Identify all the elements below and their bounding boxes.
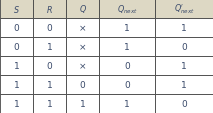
Text: ×: × bbox=[79, 43, 86, 52]
FancyBboxPatch shape bbox=[99, 0, 155, 19]
Text: 0: 0 bbox=[124, 80, 130, 89]
FancyBboxPatch shape bbox=[33, 0, 66, 19]
FancyBboxPatch shape bbox=[33, 19, 66, 38]
FancyBboxPatch shape bbox=[99, 56, 155, 75]
Text: $Q_{next}'$: $Q_{next}'$ bbox=[174, 3, 195, 16]
Text: 0: 0 bbox=[47, 61, 52, 70]
FancyBboxPatch shape bbox=[33, 75, 66, 94]
FancyBboxPatch shape bbox=[66, 56, 99, 75]
Text: 0: 0 bbox=[181, 99, 187, 108]
FancyBboxPatch shape bbox=[99, 38, 155, 56]
Text: 1: 1 bbox=[181, 61, 187, 70]
Text: 1: 1 bbox=[14, 99, 19, 108]
Text: 1: 1 bbox=[124, 43, 130, 52]
Text: 1: 1 bbox=[47, 99, 52, 108]
FancyBboxPatch shape bbox=[155, 75, 213, 94]
FancyBboxPatch shape bbox=[33, 38, 66, 56]
Text: ×: × bbox=[79, 61, 86, 70]
Text: 1: 1 bbox=[47, 43, 52, 52]
FancyBboxPatch shape bbox=[99, 94, 155, 113]
Text: 0: 0 bbox=[181, 43, 187, 52]
FancyBboxPatch shape bbox=[0, 0, 33, 19]
Text: 1: 1 bbox=[80, 99, 85, 108]
Text: 0: 0 bbox=[14, 24, 19, 33]
FancyBboxPatch shape bbox=[155, 0, 213, 19]
FancyBboxPatch shape bbox=[0, 94, 33, 113]
Text: 1: 1 bbox=[124, 99, 130, 108]
FancyBboxPatch shape bbox=[0, 75, 33, 94]
Text: $S$: $S$ bbox=[13, 4, 20, 15]
Text: 0: 0 bbox=[124, 61, 130, 70]
FancyBboxPatch shape bbox=[66, 94, 99, 113]
Text: ×: × bbox=[79, 24, 86, 33]
FancyBboxPatch shape bbox=[0, 38, 33, 56]
FancyBboxPatch shape bbox=[66, 19, 99, 38]
Text: 1: 1 bbox=[14, 61, 19, 70]
Text: 1: 1 bbox=[181, 24, 187, 33]
Text: 0: 0 bbox=[14, 43, 19, 52]
FancyBboxPatch shape bbox=[66, 0, 99, 19]
FancyBboxPatch shape bbox=[33, 94, 66, 113]
FancyBboxPatch shape bbox=[155, 38, 213, 56]
Text: $Q$: $Q$ bbox=[79, 4, 86, 15]
Text: 1: 1 bbox=[14, 80, 19, 89]
FancyBboxPatch shape bbox=[33, 56, 66, 75]
FancyBboxPatch shape bbox=[155, 19, 213, 38]
FancyBboxPatch shape bbox=[66, 75, 99, 94]
Text: $R$: $R$ bbox=[46, 4, 53, 15]
FancyBboxPatch shape bbox=[99, 75, 155, 94]
FancyBboxPatch shape bbox=[155, 94, 213, 113]
Text: 0: 0 bbox=[80, 80, 85, 89]
FancyBboxPatch shape bbox=[99, 19, 155, 38]
Text: 1: 1 bbox=[181, 80, 187, 89]
Text: $Q_{next}$: $Q_{next}$ bbox=[117, 3, 138, 16]
Text: 1: 1 bbox=[47, 80, 52, 89]
FancyBboxPatch shape bbox=[0, 56, 33, 75]
FancyBboxPatch shape bbox=[66, 38, 99, 56]
Text: 0: 0 bbox=[47, 24, 52, 33]
Text: 1: 1 bbox=[124, 24, 130, 33]
FancyBboxPatch shape bbox=[155, 56, 213, 75]
FancyBboxPatch shape bbox=[0, 19, 33, 38]
